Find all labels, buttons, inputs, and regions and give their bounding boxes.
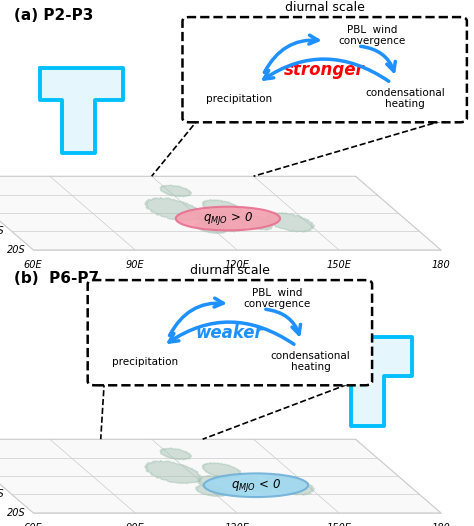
Text: (a) P2-P3: (a) P2-P3 <box>14 8 93 23</box>
Polygon shape <box>0 176 441 250</box>
FancyBboxPatch shape <box>182 17 467 122</box>
Ellipse shape <box>204 473 308 497</box>
FancyBboxPatch shape <box>88 280 372 385</box>
Text: precipitation: precipitation <box>206 94 273 104</box>
Text: 120E: 120E <box>225 260 249 270</box>
Text: precipitation: precipitation <box>111 357 178 367</box>
Polygon shape <box>160 448 191 460</box>
Text: 180: 180 <box>431 260 450 270</box>
Text: 90E: 90E <box>126 260 145 270</box>
Text: 20S: 20S <box>7 508 26 518</box>
Text: stronger: stronger <box>284 60 365 79</box>
Text: 10S: 10S <box>0 489 5 500</box>
Text: 90E: 90E <box>126 523 145 526</box>
Polygon shape <box>160 185 191 197</box>
Text: diurnal scale: diurnal scale <box>285 2 365 14</box>
Text: condensational
heating: condensational heating <box>365 88 445 109</box>
Polygon shape <box>239 478 273 493</box>
Polygon shape <box>198 476 246 495</box>
Polygon shape <box>40 68 123 153</box>
Polygon shape <box>265 213 315 232</box>
Polygon shape <box>145 198 202 221</box>
Polygon shape <box>145 461 202 484</box>
Polygon shape <box>265 476 315 495</box>
Polygon shape <box>322 337 412 426</box>
Polygon shape <box>0 439 441 513</box>
Text: 150E: 150E <box>327 260 351 270</box>
Text: PBL  wind
convergence: PBL wind convergence <box>244 288 311 309</box>
Text: 10S: 10S <box>0 226 5 237</box>
Polygon shape <box>195 222 228 234</box>
Text: 150E: 150E <box>327 523 351 526</box>
Polygon shape <box>198 213 246 232</box>
Text: weaker: weaker <box>196 323 264 342</box>
Text: $q_{MJO}$ < 0: $q_{MJO}$ < 0 <box>231 477 281 494</box>
Text: (b)  P6-P7: (b) P6-P7 <box>14 271 100 286</box>
Text: 180: 180 <box>431 523 450 526</box>
Text: PBL  wind
convergence: PBL wind convergence <box>338 25 406 46</box>
Text: 120E: 120E <box>225 523 249 526</box>
Ellipse shape <box>176 207 280 230</box>
Text: condensational
heating: condensational heating <box>271 351 350 372</box>
Polygon shape <box>202 463 242 478</box>
Text: 60E: 60E <box>24 260 43 270</box>
Polygon shape <box>195 485 228 497</box>
Text: diurnal scale: diurnal scale <box>190 265 270 278</box>
Text: 20S: 20S <box>7 245 26 255</box>
Text: 60E: 60E <box>24 523 43 526</box>
Polygon shape <box>202 200 242 215</box>
Text: $q_{MJO}$ > 0: $q_{MJO}$ > 0 <box>203 210 253 227</box>
Polygon shape <box>239 215 273 230</box>
